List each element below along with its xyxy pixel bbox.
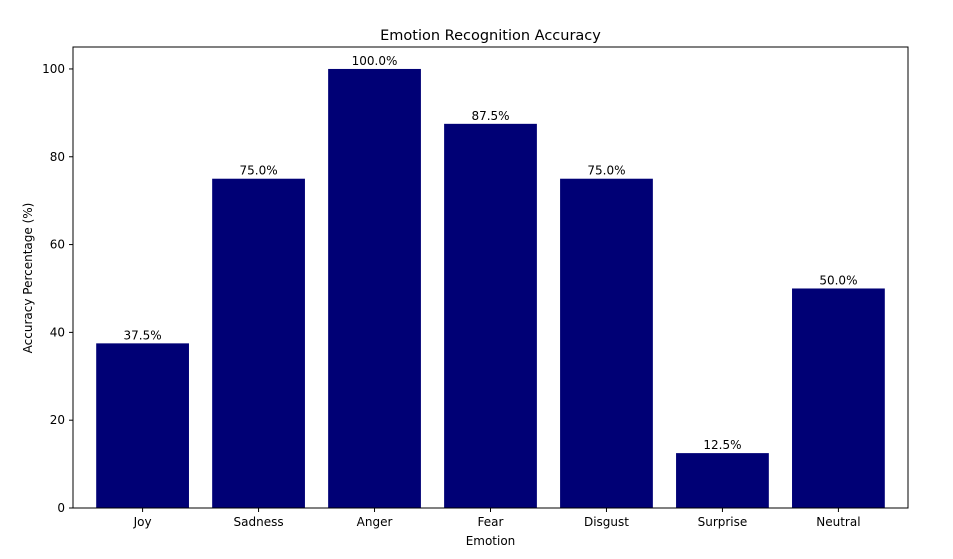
x-tick-label: Neutral <box>816 515 860 529</box>
bars-group <box>96 68 885 508</box>
y-tick-label: 100 <box>42 62 65 76</box>
plot-frame <box>72 46 909 509</box>
data-label-surprise: 12.5% <box>703 438 741 452</box>
data-label-neutral: 50.0% <box>819 273 857 287</box>
x-tick-label: Disgust <box>584 515 629 529</box>
data-label-fear: 87.5% <box>471 109 509 123</box>
bar-fear <box>444 123 537 508</box>
y-axis-label: Accuracy Percentage (%) <box>21 203 35 354</box>
y-tick-label: 20 <box>50 413 65 427</box>
bar-neutral <box>792 288 885 508</box>
y-tick-label: 40 <box>50 325 65 339</box>
data-label-sadness: 75.0% <box>239 164 277 178</box>
bar-surprise <box>676 453 769 508</box>
data-label-disgust: 75.0% <box>587 164 625 178</box>
y-tick-label: 80 <box>50 150 65 164</box>
x-tick-label: Anger <box>357 515 393 529</box>
x-tick-label: Surprise <box>698 515 748 529</box>
bar-joy <box>96 343 189 508</box>
x-tick-label: Sadness <box>234 515 284 529</box>
x-tick-label: Fear <box>478 515 504 529</box>
y-tick-label: 60 <box>50 238 65 252</box>
data-label-anger: 100.0% <box>352 54 398 68</box>
y-tick-label: 0 <box>57 501 65 515</box>
x-axis-label: Emotion <box>466 534 516 548</box>
data-labels-group: 37.5% 75.0% 100.0% 87.5% 75.0% 12.5% 50.0% <box>124 54 858 452</box>
chart-title: Emotion Recognition Accuracy <box>380 28 601 44</box>
x-axis-ticks: Joy Sadness Anger Fear Disgust Surprise Neutra… <box>133 508 861 529</box>
x-tick-label: Joy <box>133 515 152 529</box>
bar-sadness <box>212 178 305 508</box>
bar-disgust <box>560 178 653 508</box>
data-label-joy: 37.5% <box>124 328 162 342</box>
bar-anger <box>328 68 421 508</box>
y-axis-ticks: 0 20 40 60 80 100 <box>42 62 73 515</box>
